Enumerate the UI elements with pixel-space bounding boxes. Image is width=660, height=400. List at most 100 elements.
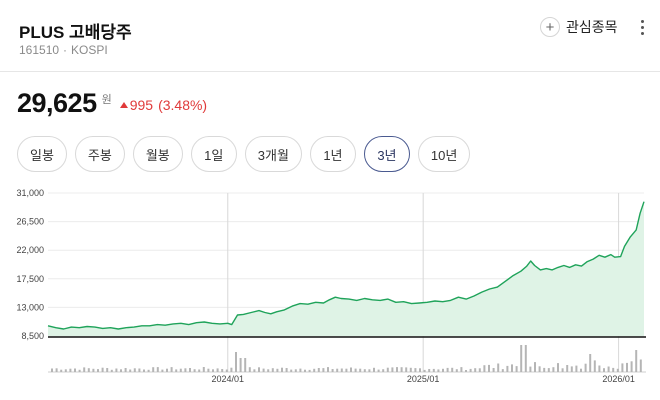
volume-bar bbox=[308, 369, 311, 372]
y-tick-label: 26,500 bbox=[16, 217, 44, 227]
volume-bar bbox=[501, 369, 504, 372]
volume-bar bbox=[202, 367, 205, 372]
volume-bar bbox=[612, 367, 615, 372]
volume-bar bbox=[221, 369, 224, 372]
volume-bar bbox=[147, 369, 150, 372]
volume-bar bbox=[405, 367, 408, 372]
volume-bar bbox=[566, 365, 569, 372]
volume-bar bbox=[373, 367, 375, 372]
volume-bar bbox=[561, 368, 564, 372]
volume-bar bbox=[304, 369, 306, 372]
volume-bar bbox=[584, 363, 587, 372]
volume-bar bbox=[294, 369, 297, 372]
volume-bar bbox=[267, 369, 270, 372]
volume-bar bbox=[437, 369, 440, 372]
volume-bar bbox=[327, 367, 329, 372]
volume-bar bbox=[262, 368, 265, 372]
volume-bar bbox=[322, 368, 325, 372]
separator-dot: · bbox=[63, 43, 68, 57]
volume-bar bbox=[534, 362, 536, 372]
volume-bar bbox=[423, 369, 426, 372]
volume-bar bbox=[299, 368, 302, 372]
volume-bar bbox=[179, 368, 182, 372]
price-line bbox=[47, 201, 645, 330]
price-unit: 원 bbox=[101, 94, 112, 106]
volume-bar bbox=[428, 369, 431, 372]
volume-bar bbox=[336, 368, 339, 372]
volume-bar bbox=[230, 367, 233, 372]
volume-bar bbox=[156, 367, 159, 372]
period-button[interactable]: 1년 bbox=[309, 136, 356, 172]
volume-bar bbox=[313, 368, 316, 372]
change-percent: (3.48%) bbox=[158, 97, 208, 113]
period-button[interactable]: 10년 bbox=[417, 136, 471, 172]
volume-bar bbox=[350, 367, 352, 372]
volume-bar bbox=[386, 367, 389, 372]
volume-bar bbox=[87, 368, 90, 372]
volume-bar bbox=[317, 368, 320, 372]
period-button[interactable]: 월봉 bbox=[132, 136, 183, 172]
volume-bar bbox=[598, 365, 601, 372]
period-button[interactable]: 3개월 bbox=[244, 136, 302, 172]
volume-bar bbox=[451, 367, 454, 372]
volume-bar bbox=[515, 366, 518, 372]
volume-bar bbox=[55, 368, 58, 372]
y-tick-label: 31,000 bbox=[16, 188, 44, 198]
quote-row: 29,625 원 995 (3.48%) bbox=[17, 88, 207, 119]
price-area-fill bbox=[48, 201, 644, 336]
volume-bar bbox=[492, 368, 495, 372]
volume-bar bbox=[497, 363, 500, 372]
volume-bar bbox=[552, 367, 555, 372]
volume-bar bbox=[603, 368, 605, 372]
plus-icon: + bbox=[540, 17, 560, 37]
volume-bar bbox=[212, 369, 214, 372]
volume-bar bbox=[396, 367, 398, 372]
period-button[interactable]: 주봉 bbox=[74, 136, 125, 172]
volume-bar bbox=[419, 368, 421, 372]
volume-bar bbox=[170, 367, 173, 372]
period-selector: 일봉 주봉 월봉 1일 3개월 1년 3년 10년 bbox=[17, 136, 471, 172]
volume-bar bbox=[465, 370, 467, 372]
more-vertical-icon[interactable] bbox=[636, 16, 648, 38]
stock-code: 161510 bbox=[19, 43, 60, 57]
volume-bar bbox=[193, 369, 196, 372]
volume-bar bbox=[184, 368, 187, 372]
volume-bar bbox=[281, 367, 283, 372]
volume-bar bbox=[290, 369, 293, 372]
x-tick-label: 2024/01 bbox=[212, 374, 245, 384]
volume-bar bbox=[60, 369, 63, 372]
volume-bar bbox=[589, 354, 592, 372]
volume-bar bbox=[83, 367, 86, 372]
volume-bar bbox=[133, 368, 136, 372]
volume-bar bbox=[377, 369, 380, 372]
period-button[interactable]: 3년 bbox=[363, 136, 410, 172]
volume-bar bbox=[621, 363, 624, 372]
volume-bar bbox=[106, 368, 109, 372]
change-amount: 995 bbox=[129, 97, 154, 113]
x-tick-label: 2025/01 bbox=[407, 374, 440, 384]
volume-bar bbox=[414, 368, 417, 372]
add-favorite-button[interactable]: + 관심종목 bbox=[540, 17, 618, 37]
volume-bar bbox=[446, 367, 449, 372]
stock-header: PLUS 고배당주 161510 · KOSPI + 관심종목 bbox=[0, 0, 660, 72]
volume-bar bbox=[345, 368, 348, 372]
volume-bar bbox=[400, 367, 403, 372]
price-change: 995 (3.48%) bbox=[119, 97, 208, 113]
volume-bar bbox=[520, 345, 523, 372]
volume-bar bbox=[78, 369, 81, 372]
price-chart[interactable]: 31,000 26,500 22,000 17,500 13,000 8,500 2024/… bbox=[0, 180, 660, 400]
volume-bar bbox=[455, 369, 458, 372]
volume-bar bbox=[110, 369, 113, 372]
volume-bar bbox=[626, 362, 628, 372]
period-button[interactable]: 일봉 bbox=[17, 136, 67, 172]
market-name: KOSPI bbox=[71, 43, 108, 57]
volume-bar bbox=[363, 369, 366, 372]
volume-bar bbox=[391, 367, 394, 372]
volume-bar bbox=[635, 350, 638, 372]
volume-bar bbox=[580, 368, 582, 372]
volume-bar bbox=[409, 367, 412, 372]
volume-bar bbox=[198, 369, 201, 372]
volume-bar bbox=[575, 365, 578, 372]
period-button[interactable]: 1일 bbox=[190, 136, 237, 172]
volume-bar bbox=[138, 368, 141, 372]
